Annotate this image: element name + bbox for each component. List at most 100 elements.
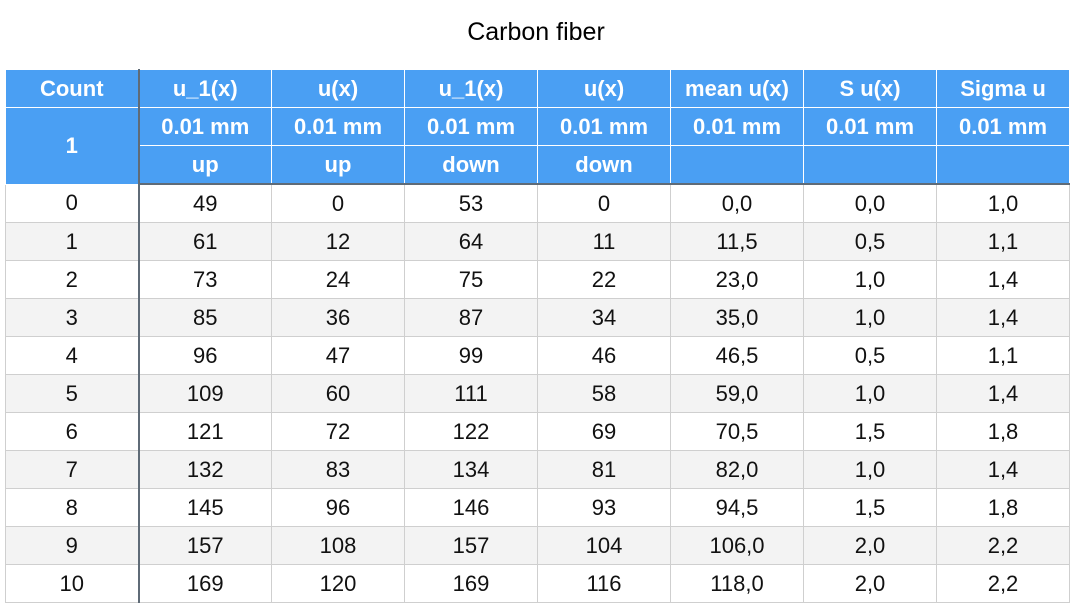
header-row-units: 1 0.01 mm 0.01 mm 0.01 mm 0.01 mm 0.01 mm 0.01… (5, 107, 1070, 185)
table-cell: 64 (404, 222, 538, 261)
table-cell: 96 (271, 488, 405, 527)
table-cell: 1,4 (936, 374, 1070, 413)
table-cell: 53 (404, 183, 538, 223)
table-cell: 104 (537, 526, 671, 565)
table-cell: 109 (138, 374, 272, 413)
row-count-cell: 4 (5, 336, 140, 375)
direction-header: down (537, 145, 671, 185)
table-cell: 46 (537, 336, 671, 375)
row-count-cell: 9 (5, 526, 140, 565)
table-cell: 1,4 (936, 298, 1070, 337)
table-cell: 116 (537, 564, 671, 603)
table-cell: 1,5 (803, 488, 937, 527)
table-cell: 11,5 (670, 222, 804, 261)
direction-header (936, 145, 1070, 185)
table-cell: 0,5 (803, 336, 937, 375)
table-cell: 0,0 (803, 183, 937, 223)
table-cell: 1,4 (936, 450, 1070, 489)
row-count-cell: 1 (5, 222, 140, 261)
table-row: 3 85 36 87 34 35,0 1,0 1,4 (5, 298, 1070, 337)
row-count-cell: 5 (5, 374, 140, 413)
table-cell: 99 (404, 336, 538, 375)
table-cell: 82,0 (670, 450, 804, 489)
unit-header: 0.01 mm (138, 107, 272, 146)
table-cell: 12 (271, 222, 405, 261)
column-header: mean u(x) (670, 69, 804, 108)
direction-header: down (404, 145, 538, 185)
table-cell: 1,8 (936, 412, 1070, 451)
table-cell: 96 (138, 336, 272, 375)
table-cell: 58 (537, 374, 671, 413)
unit-header: 0.01 mm (936, 107, 1070, 146)
row-count-cell: 8 (5, 488, 140, 527)
row-count-cell: 3 (5, 298, 140, 337)
table-cell: 83 (271, 450, 405, 489)
table-row: 8 145 96 146 93 94,5 1,5 1,8 (5, 488, 1070, 527)
table-cell: 81 (537, 450, 671, 489)
table-cell: 1,8 (936, 488, 1070, 527)
table-cell: 1,1 (936, 222, 1070, 261)
table-cell: 36 (271, 298, 405, 337)
table-cell: 49 (138, 183, 272, 223)
data-table: Count u_1(x) u(x) u_1(x) u(x) mean u(x) S u(x)… (5, 69, 1070, 603)
table-cell: 2,0 (803, 526, 937, 565)
table-cell: 132 (138, 450, 272, 489)
table-cell: 0,5 (803, 222, 937, 261)
table-cell: 1,0 (803, 298, 937, 337)
table-cell: 1,0 (936, 183, 1070, 223)
direction-header: up (138, 145, 272, 185)
table-cell: 72 (271, 412, 405, 451)
unit-header: 0.01 mm (537, 107, 671, 146)
table-cell: 118,0 (670, 564, 804, 603)
column-header: S u(x) (803, 69, 937, 108)
row-count-cell: 10 (5, 564, 140, 603)
column-header: u(x) (537, 69, 671, 108)
direction-header: up (271, 145, 405, 185)
table-cell: 111 (404, 374, 538, 413)
column-header: Count (5, 69, 140, 108)
table-cell: 0 (537, 183, 671, 223)
table-cell: 94,5 (670, 488, 804, 527)
direction-header (803, 145, 937, 185)
table-cell: 145 (138, 488, 272, 527)
table-cell: 46,5 (670, 336, 804, 375)
table-cell: 2,2 (936, 564, 1070, 603)
row-count-cell: 0 (5, 183, 140, 223)
table-cell: 47 (271, 336, 405, 375)
table-cell: 0,0 (670, 183, 804, 223)
header-row-names: Count u_1(x) u(x) u_1(x) u(x) mean u(x) S u(x)… (5, 69, 1070, 108)
table-cell: 108 (271, 526, 405, 565)
unit-header: 0.01 mm (670, 107, 804, 146)
table-cell: 85 (138, 298, 272, 337)
table-cell: 134 (404, 450, 538, 489)
table-cell: 35,0 (670, 298, 804, 337)
table-header: Count u_1(x) u(x) u_1(x) u(x) mean u(x) S u(x)… (5, 69, 1070, 185)
unit-header: 0.01 mm (404, 107, 538, 146)
table-row: 6 121 72 122 69 70,5 1,5 1,8 (5, 412, 1070, 451)
table-cell: 1,0 (803, 260, 937, 299)
direction-header (670, 145, 804, 185)
table-cell: 22 (537, 260, 671, 299)
table-cell: 169 (404, 564, 538, 603)
count-subheader: 1 (5, 107, 140, 185)
table-cell: 1,1 (936, 336, 1070, 375)
table-cell: 121 (138, 412, 272, 451)
table-cell: 106,0 (670, 526, 804, 565)
table-cell: 2,0 (803, 564, 937, 603)
column-header: u_1(x) (404, 69, 538, 108)
table-cell: 122 (404, 412, 538, 451)
table-cell: 59,0 (670, 374, 804, 413)
row-count-cell: 6 (5, 412, 140, 451)
table-cell: 1,0 (803, 374, 937, 413)
table-cell: 1,5 (803, 412, 937, 451)
column-header: u(x) (271, 69, 405, 108)
unit-header: 0.01 mm (271, 107, 405, 146)
table-row: 9 157 108 157 104 106,0 2,0 2,2 (5, 526, 1070, 565)
table-cell: 157 (138, 526, 272, 565)
table-cell: 146 (404, 488, 538, 527)
table-row: 7 132 83 134 81 82,0 1,0 1,4 (5, 450, 1070, 489)
table-row: 5 109 60 111 58 59,0 1,0 1,4 (5, 374, 1070, 413)
table-cell: 73 (138, 260, 272, 299)
table-row: 4 96 47 99 46 46,5 0,5 1,1 (5, 336, 1070, 375)
table-cell: 2,2 (936, 526, 1070, 565)
